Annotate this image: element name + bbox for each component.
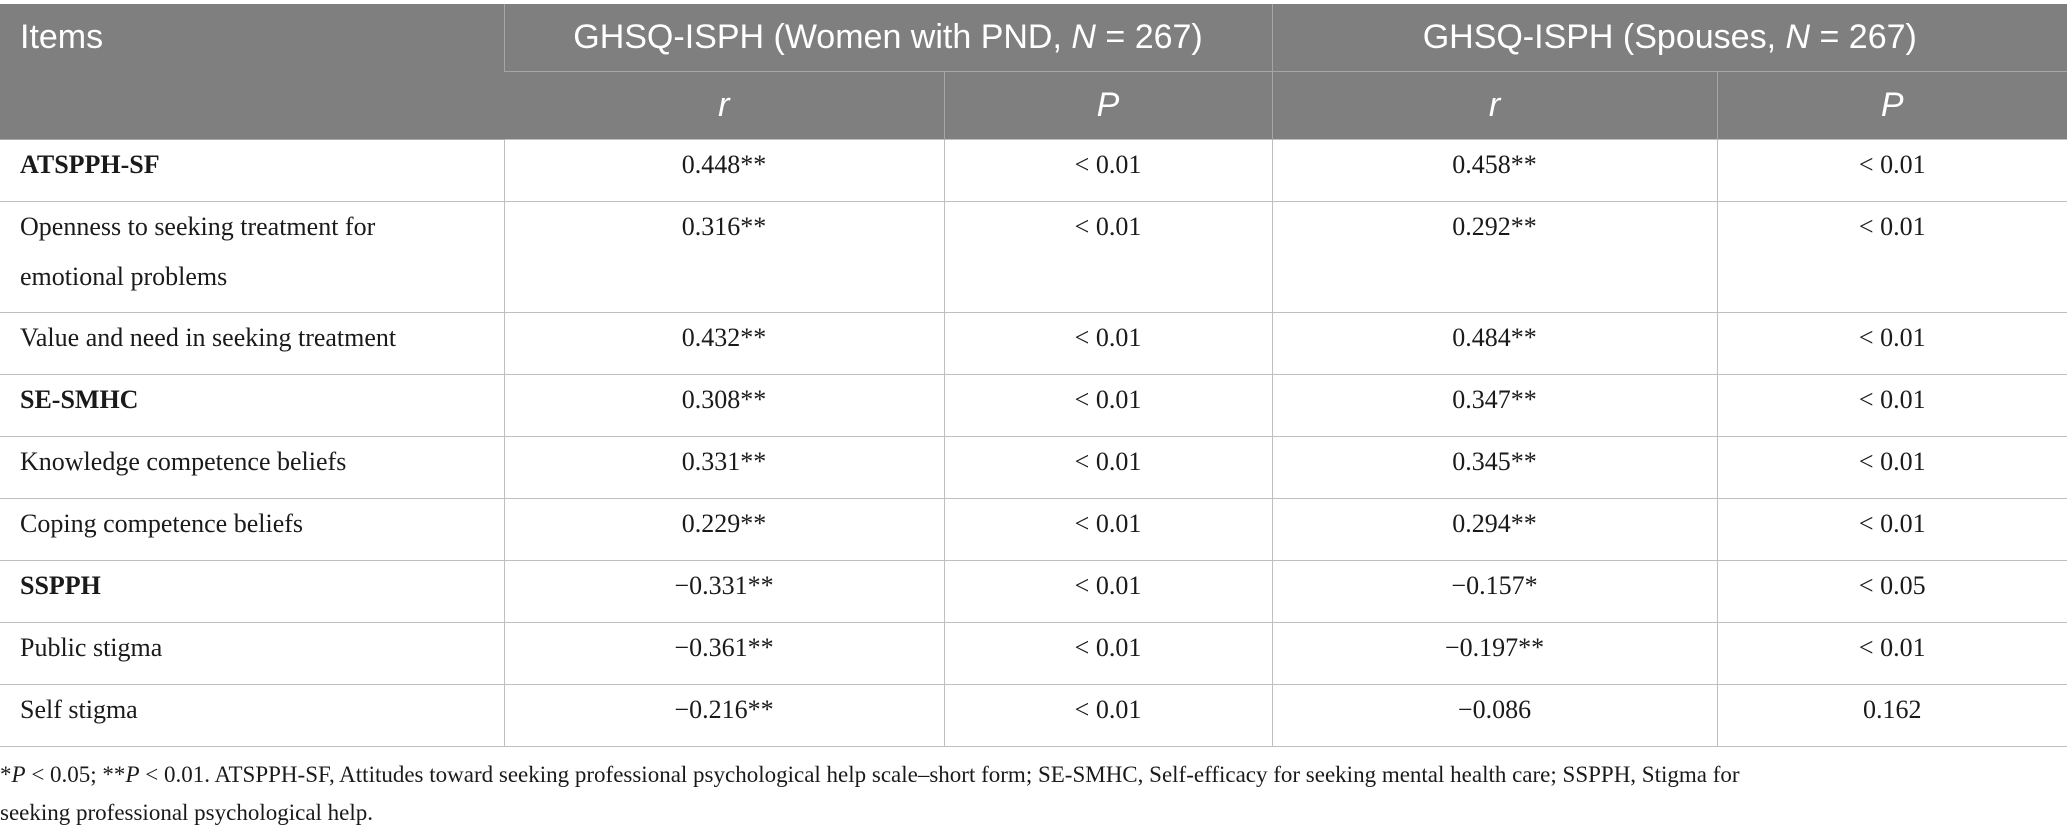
women-p-value: < 0.01 xyxy=(943,374,1273,437)
table-row: SSPPH −0.331** < 0.01 −0.157* < 0.05 xyxy=(0,560,2067,623)
women-r-value: 0.308** xyxy=(503,374,945,437)
women-p-value: < 0.01 xyxy=(943,201,1273,313)
spouses-p-value: < 0.01 xyxy=(1716,139,2067,202)
table-row: Self stigma −0.216** < 0.01 −0.086 0.162 xyxy=(0,684,2067,747)
table-footnote: *P < 0.05; **P < 0.01. ATSPPH-SF, Attitu… xyxy=(0,762,1740,825)
spouses-p-value: < 0.01 xyxy=(1716,201,2067,313)
correlation-table: Items GHSQ-ISPH (Women with PND, N = 267… xyxy=(0,4,2067,747)
row-label: ATSPPH-SF xyxy=(0,139,505,202)
header-items: Items xyxy=(0,4,504,140)
women-p-value: < 0.01 xyxy=(943,498,1273,561)
header-group-women: GHSQ-ISPH (Women with PND, N = 267) xyxy=(503,4,1273,72)
women-r-value: 0.229** xyxy=(503,498,945,561)
header-spouses-r: r xyxy=(1271,71,1718,140)
table-row: Openness to seeking treatment for emotion… xyxy=(0,201,2067,313)
spouses-p-value: < 0.01 xyxy=(1716,622,2067,685)
table-row: ATSPPH-SF 0.448** < 0.01 0.458** < 0.01 xyxy=(0,139,2067,202)
row-label: Coping competence beliefs xyxy=(0,498,505,561)
spouses-p-value: < 0.05 xyxy=(1716,560,2067,623)
spouses-r-value: 0.484** xyxy=(1271,312,1718,375)
spouses-r-value: 0.458** xyxy=(1271,139,1718,202)
women-r-value: −0.331** xyxy=(503,560,945,623)
spouses-p-value: < 0.01 xyxy=(1716,312,2067,375)
spouses-r-value: 0.347** xyxy=(1271,374,1718,437)
row-label: Value and need in seeking treatment xyxy=(0,312,505,375)
correlation-table-container: Items GHSQ-ISPH (Women with PND, N = 267… xyxy=(0,4,2067,747)
table-row: Coping competence beliefs 0.229** < 0.01… xyxy=(0,498,2067,561)
spouses-p-value: < 0.01 xyxy=(1716,436,2067,499)
spouses-p-value: 0.162 xyxy=(1716,684,2067,747)
table-row: SE-SMHC 0.308** < 0.01 0.347** < 0.01 xyxy=(0,374,2067,437)
women-p-value: < 0.01 xyxy=(943,139,1273,202)
spouses-r-value: 0.294** xyxy=(1271,498,1718,561)
women-p-value: < 0.01 xyxy=(943,312,1273,375)
row-label: Self stigma xyxy=(0,684,505,747)
spouses-p-value: < 0.01 xyxy=(1716,374,2067,437)
spouses-p-value: < 0.01 xyxy=(1716,498,2067,561)
row-label: SSPPH xyxy=(0,560,505,623)
women-r-value: 0.331** xyxy=(503,436,945,499)
women-r-value: 0.316** xyxy=(503,201,945,313)
women-r-value: −0.216** xyxy=(503,684,945,747)
row-label-line-2: emotional problems xyxy=(20,262,228,291)
header-group-spouses: GHSQ-ISPH (Spouses, N = 267) xyxy=(1271,4,2067,72)
women-p-value: < 0.01 xyxy=(943,560,1273,623)
header-women-p: P xyxy=(943,71,1273,140)
spouses-r-value: 0.292** xyxy=(1271,201,1718,313)
row-label: Knowledge competence beliefs xyxy=(0,436,505,499)
women-p-value: < 0.01 xyxy=(943,684,1273,747)
table-row: Public stigma −0.361** < 0.01 −0.197** <… xyxy=(0,622,2067,685)
table-row: Value and need in seeking treatment 0.43… xyxy=(0,312,2067,375)
women-r-value: 0.432** xyxy=(503,312,945,375)
spouses-r-value: 0.345** xyxy=(1271,436,1718,499)
women-r-value: 0.448** xyxy=(503,139,945,202)
spouses-r-value: −0.157* xyxy=(1271,560,1718,623)
row-label: SE-SMHC xyxy=(0,374,505,437)
women-r-value: −0.361** xyxy=(503,622,945,685)
row-label: Public stigma xyxy=(0,622,505,685)
row-label-line-1: Openness to seeking treatment for xyxy=(20,212,376,241)
header-women-r: r xyxy=(504,71,944,140)
header-spouses-p: P xyxy=(1716,71,2067,140)
spouses-r-value: −0.086 xyxy=(1271,684,1718,747)
women-p-value: < 0.01 xyxy=(943,436,1273,499)
row-label: Openness to seeking treatment for emotion… xyxy=(0,201,505,313)
table-row: Knowledge competence beliefs 0.331** < 0… xyxy=(0,436,2067,499)
women-p-value: < 0.01 xyxy=(943,622,1273,685)
spouses-r-value: −0.197** xyxy=(1271,622,1718,685)
